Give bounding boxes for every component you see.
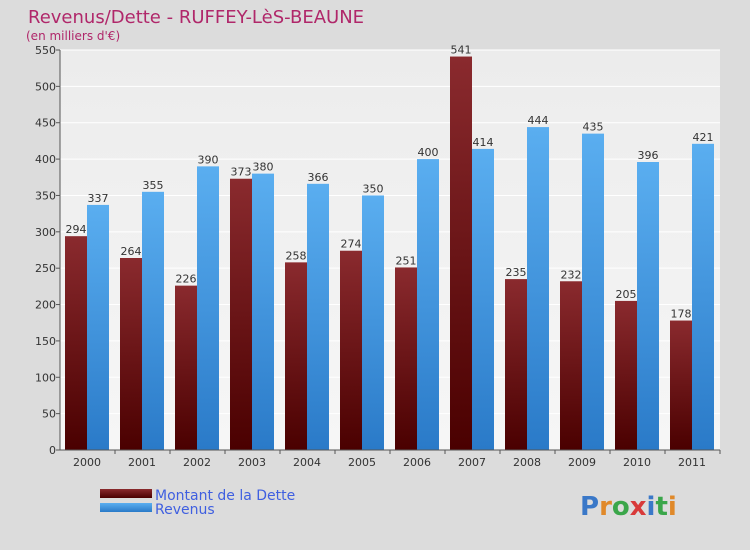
bar-revenue [197, 166, 219, 450]
y-tick-label: 150 [35, 335, 56, 348]
legend-swatch-revenue [100, 503, 152, 512]
bar-revenue-value-label: 355 [143, 179, 164, 192]
bar-debt-value-label: 251 [396, 254, 417, 267]
x-tick-label: 2011 [678, 456, 706, 469]
x-tick-label: 2007 [458, 456, 486, 469]
bar-revenue [417, 159, 439, 450]
y-tick-label: 50 [42, 408, 56, 421]
legend-label-debt: Montant de la Dette [155, 488, 295, 504]
bar-debt [615, 300, 637, 450]
bar-revenue [87, 204, 109, 450]
bar-debt-value-label: 264 [121, 245, 142, 258]
bar-debt [670, 320, 692, 450]
bar-revenue-value-label: 435 [583, 121, 604, 134]
legend: Montant de la Dette Revenus [100, 488, 295, 518]
bar-revenue-value-label: 421 [693, 131, 714, 144]
y-tick-label: 250 [35, 262, 56, 275]
bar-revenue [252, 173, 274, 451]
x-axis-ticks: 2000 2001 2002 2003 2004 2005 2006 2007 2008 2009… [73, 450, 721, 469]
y-axis-ticks: 0 50 100 150 200 250 300 350 400 450 500 550 [35, 44, 60, 457]
bars: 294 337 264 355 226 390 373 380 258 366 274 350 251 4… [65, 44, 714, 451]
legend-label-revenue: Revenus [155, 502, 215, 518]
y-tick-label: 450 [35, 117, 56, 130]
y-tick-label: 300 [35, 226, 56, 239]
bar-debt-value-label: 373 [231, 166, 252, 179]
x-tick-label: 2006 [403, 456, 431, 469]
bar-debt [65, 236, 87, 450]
bar-debt-value-label: 232 [561, 268, 582, 281]
bar-revenue [527, 127, 549, 450]
bar-debt [560, 281, 582, 450]
x-tick-label: 2009 [568, 456, 596, 469]
bar-revenue-value-label: 444 [528, 114, 549, 127]
bar-debt-value-label: 235 [506, 266, 527, 279]
bar-revenue-value-label: 337 [88, 192, 109, 205]
bar-revenue [362, 195, 384, 450]
bar-debt [395, 267, 417, 450]
bar-revenue-value-label: 396 [638, 149, 659, 162]
x-tick-label: 2008 [513, 456, 541, 469]
bar-debt-value-label: 274 [341, 238, 362, 251]
bar-revenue [142, 191, 164, 450]
bar-debt-value-label: 226 [176, 273, 197, 286]
x-tick-label: 2004 [293, 456, 321, 469]
bar-revenue-value-label: 400 [418, 146, 439, 159]
bar-revenue [692, 143, 714, 450]
proxiti-logo: Proxiti [580, 492, 677, 522]
x-tick-label: 2002 [183, 456, 211, 469]
y-tick-label: 100 [35, 371, 56, 384]
x-tick-label: 2000 [73, 456, 101, 469]
legend-swatch-debt [100, 489, 152, 498]
bar-revenue-value-label: 366 [308, 171, 329, 184]
bar-revenue [582, 133, 604, 451]
y-tick-label: 550 [35, 44, 56, 57]
bar-debt-value-label: 205 [616, 288, 637, 301]
chart-subtitle: (en milliers d'€) [26, 29, 120, 43]
chart-title: Revenus/Dette - RUFFEY-LèS-BEAUNE [28, 7, 364, 28]
y-tick-label: 500 [35, 80, 56, 93]
bar-debt [175, 285, 197, 450]
bar-debt [120, 258, 142, 450]
bar-revenue-value-label: 380 [253, 161, 274, 174]
y-tick-label: 0 [49, 444, 56, 457]
plot-area [60, 50, 720, 450]
y-tick-label: 400 [35, 153, 56, 166]
y-tick-label: 350 [35, 189, 56, 202]
bar-debt [505, 279, 527, 450]
bar-debt [230, 178, 252, 450]
x-tick-label: 2001 [128, 456, 156, 469]
x-tick-label: 2003 [238, 456, 266, 469]
bar-revenue-value-label: 390 [198, 153, 219, 166]
bar-revenue [472, 148, 494, 450]
x-tick-label: 2010 [623, 456, 651, 469]
bar-debt-value-label: 541 [451, 44, 472, 57]
y-tick-label: 200 [35, 299, 56, 312]
x-tick-label: 2005 [348, 456, 376, 469]
bar-debt-value-label: 178 [671, 308, 692, 321]
bar-revenue-value-label: 414 [473, 136, 494, 149]
bar-debt-value-label: 294 [66, 223, 87, 236]
bar-revenue-value-label: 350 [363, 182, 384, 195]
bar-debt [340, 250, 362, 450]
bar-debt [450, 56, 472, 450]
bar-debt-value-label: 258 [286, 249, 307, 262]
bar-revenue [307, 183, 329, 450]
gridlines [60, 49, 720, 415]
bar-revenue [637, 162, 659, 450]
bar-debt [285, 262, 307, 450]
